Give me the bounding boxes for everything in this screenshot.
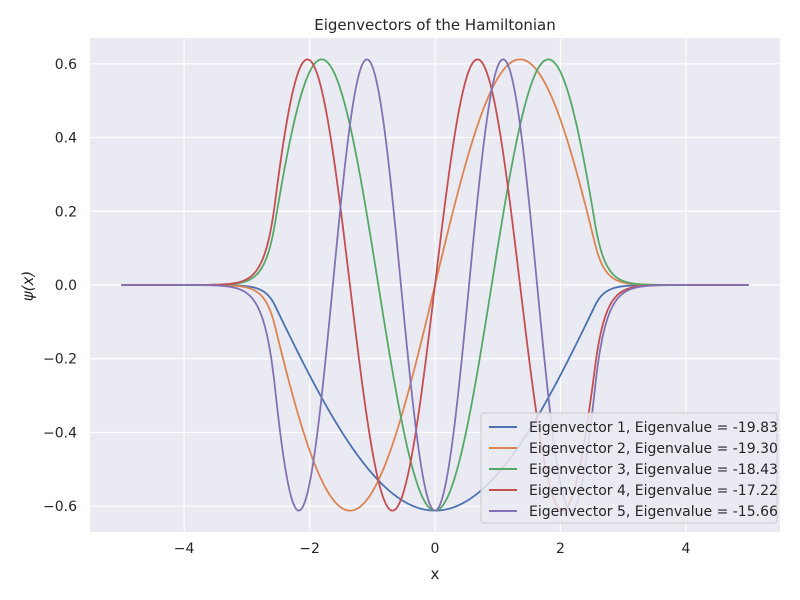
chart-title: Eigenvectors of the Hamiltonian (314, 16, 556, 34)
series-lines (121, 58, 749, 512)
x-tick-label: −4 (174, 541, 195, 557)
y-tick-label: 0.4 (55, 131, 77, 147)
y-tick-label: −0.2 (43, 352, 77, 368)
y-tick-label: 0.2 (55, 204, 77, 220)
y-tick-label: −0.4 (43, 425, 77, 441)
legend-entry: Eigenvector 4, Eigenvalue = -17.22 (529, 483, 778, 499)
legend-entry: Eigenvector 5, Eigenvalue = -15.66 (529, 504, 778, 520)
y-axis-label: ψ(x) (19, 271, 37, 301)
x-tick-label: −2 (299, 541, 320, 557)
y-axis-ticks: −0.6 −0.4 −0.2 0.0 0.2 0.4 0.6 (43, 57, 77, 515)
legend-entry: Eigenvector 2, Eigenvalue = -19.30 (529, 441, 778, 457)
x-tick-label: 0 (431, 541, 440, 557)
x-tick-label: 2 (556, 541, 565, 557)
y-tick-label: −0.6 (43, 499, 77, 515)
y-tick-label: 0.6 (55, 57, 77, 73)
legend-entry: Eigenvector 1, Eigenvalue = -19.83 (529, 420, 778, 436)
y-tick-label: 0.0 (55, 278, 77, 294)
x-axis-ticks: −4 −2 0 2 4 (174, 541, 691, 557)
legend-entry: Eigenvector 3, Eigenvalue = -18.43 (529, 462, 778, 478)
x-tick-label: 4 (681, 541, 690, 557)
legend: Eigenvector 1, Eigenvalue = -19.83 Eigenv… (480, 412, 778, 524)
legend-box (480, 412, 778, 524)
x-axis-label: x (431, 565, 440, 583)
series-line-5 (121, 58, 749, 512)
